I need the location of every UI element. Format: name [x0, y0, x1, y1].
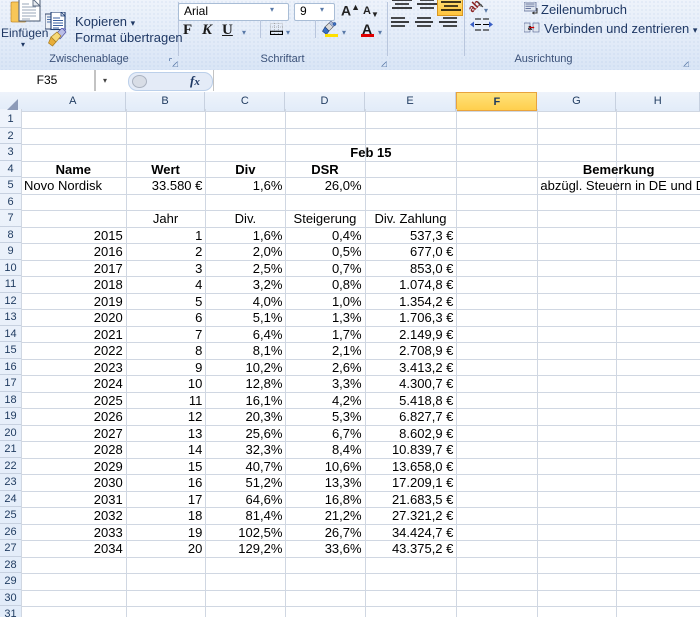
svg-text:ab: ab: [469, 0, 484, 14]
svg-text:a: a: [528, 25, 532, 32]
